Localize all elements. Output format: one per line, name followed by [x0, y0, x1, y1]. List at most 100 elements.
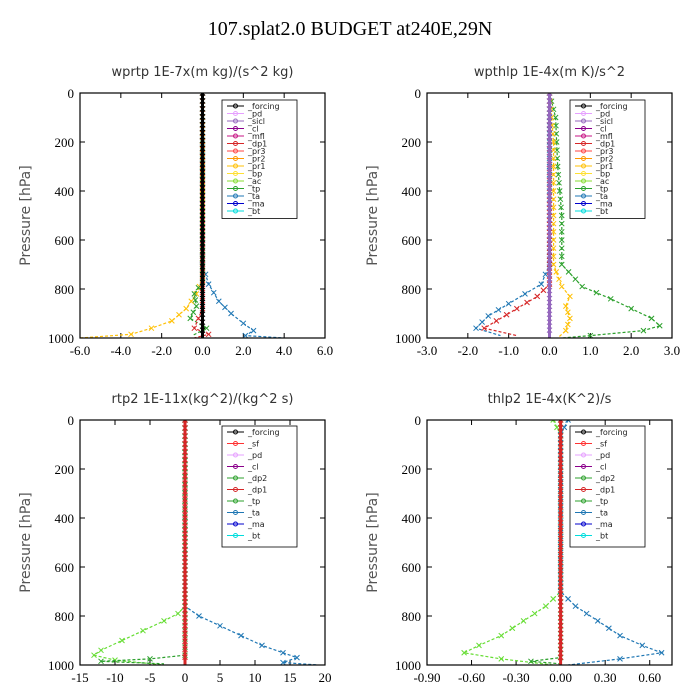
- series-point: [259, 642, 265, 649]
- series-group: [461, 420, 665, 665]
- series-point: [473, 325, 479, 332]
- series-point: [554, 163, 561, 170]
- series-point: [199, 224, 206, 231]
- series-point: [199, 192, 206, 199]
- legend-label: _tp: [247, 497, 260, 506]
- series-point: [557, 622, 564, 629]
- legend-marker: [581, 475, 586, 481]
- legend-label: _cl: [595, 463, 607, 472]
- series-point: [546, 129, 553, 136]
- series-point: [182, 504, 188, 510]
- legend-label: _ma: [595, 200, 613, 209]
- series-point: [648, 315, 655, 322]
- legend-marker: [581, 163, 586, 169]
- x-tick-label: -6.0: [70, 343, 91, 358]
- series-line-pr1: [80, 93, 204, 338]
- legend-marker: [581, 452, 586, 458]
- series-point: [562, 327, 569, 334]
- series-point: [182, 614, 188, 621]
- legend-marker: [581, 498, 586, 504]
- legend: _forcing_pd_sicl_cl_mfl_dp1_pr3_pr2_pr1_…: [569, 99, 646, 219]
- series-point: [557, 567, 564, 574]
- x-tick-label: 0.60: [638, 670, 661, 685]
- series-point: [550, 147, 557, 154]
- x-tick-label: 0.30: [594, 670, 617, 685]
- legend-label: _dp1: [247, 140, 267, 149]
- series-point: [628, 305, 635, 312]
- series-point: [481, 325, 488, 332]
- legend-label: _cl: [595, 125, 607, 134]
- legend-marker: [233, 498, 238, 504]
- chart-panel-2: wpthlp 1E-4x(m K)/s^2 Pressure [hPa] -3.0 -…: [365, 65, 680, 358]
- y-tick-label: 0: [415, 86, 422, 101]
- series-point: [546, 303, 553, 310]
- series-point: [557, 519, 564, 526]
- series-point: [572, 603, 579, 610]
- series-point: [495, 306, 502, 313]
- series-point: [199, 303, 206, 310]
- x-tick-label: 0.00: [549, 670, 572, 685]
- series-point: [550, 171, 557, 178]
- legend-marker: [581, 141, 586, 146]
- y-tick-label: 800: [55, 609, 75, 624]
- y-tick-label: 400: [402, 511, 422, 526]
- legend-marker: [233, 533, 238, 538]
- x-tick-label: -4.0: [111, 343, 132, 358]
- series-point: [565, 420, 571, 423]
- legend-marker: [233, 510, 238, 515]
- series-point: [182, 519, 188, 526]
- series-point: [192, 297, 199, 303]
- series-point: [182, 551, 188, 558]
- series-point: [557, 420, 564, 423]
- legend-marker: [233, 475, 238, 481]
- y-axis-label: Pressure [hPa]: [365, 492, 381, 592]
- x-tick-label: 0.0: [194, 343, 210, 358]
- series-point: [557, 575, 564, 581]
- legend-label: _pr2: [247, 155, 265, 164]
- series-point: [199, 256, 206, 262]
- series-point: [182, 654, 188, 660]
- series-point: [210, 289, 217, 296]
- series-point: [557, 598, 564, 605]
- legend-marker: [581, 148, 586, 154]
- series-point: [183, 305, 190, 312]
- series-point: [203, 325, 210, 332]
- series-point: [199, 153, 206, 160]
- series-point: [182, 440, 188, 447]
- legend-label: _dp1: [595, 140, 615, 149]
- series-point: [199, 208, 206, 215]
- series-point: [182, 527, 188, 534]
- series-point: [140, 627, 146, 634]
- legend-label: _forcing: [595, 428, 628, 437]
- series-point: [546, 105, 553, 112]
- series-point: [509, 625, 516, 632]
- y-axis-label: Pressure [hPa]: [18, 165, 34, 265]
- y-tick-label: 0: [68, 413, 75, 428]
- legend-label: _bp: [247, 170, 262, 179]
- series-point: [565, 268, 572, 275]
- series-point: [546, 319, 553, 326]
- series-point: [546, 98, 553, 104]
- series-point: [199, 327, 206, 333]
- legend-label: _bt: [595, 532, 608, 541]
- series-point: [148, 325, 155, 332]
- legend-marker: [233, 148, 238, 154]
- series-point: [546, 327, 553, 333]
- series-point: [199, 113, 206, 120]
- series-point: [558, 228, 565, 235]
- legend-label: _sicl: [595, 117, 613, 126]
- series-point: [546, 208, 553, 215]
- legend-marker: [233, 118, 238, 124]
- legend-label: _mfl: [595, 132, 613, 141]
- x-tick-label: 5: [217, 670, 224, 685]
- series-point: [557, 591, 564, 597]
- series-point: [242, 332, 249, 338]
- series-point: [199, 93, 206, 96]
- series-point: [639, 642, 646, 649]
- series-group: [80, 93, 285, 338]
- series-point: [556, 188, 563, 194]
- series-point: [567, 293, 573, 300]
- series-point: [199, 184, 206, 191]
- series-line-tp: [184, 420, 319, 665]
- series-point: [558, 212, 565, 219]
